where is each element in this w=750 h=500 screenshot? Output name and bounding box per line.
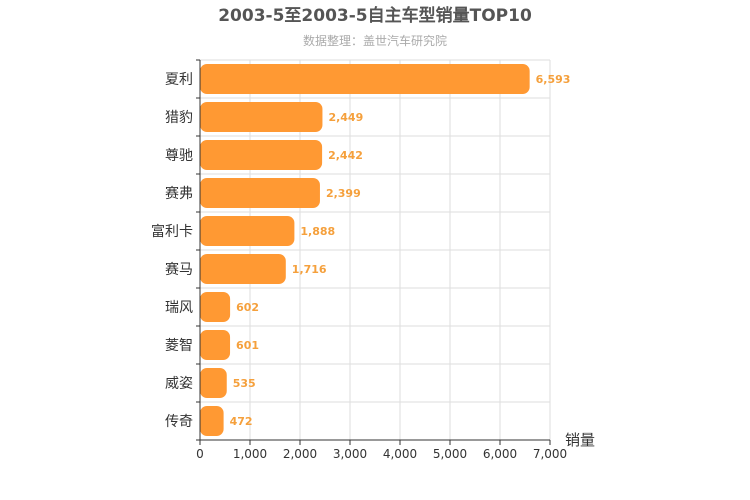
- bar: [200, 140, 323, 170]
- data-label: 602: [236, 301, 259, 314]
- data-label: 2,399: [326, 187, 361, 200]
- y-tick-label: 传奇: [165, 413, 193, 430]
- y-tick-label: 赛弗: [165, 186, 193, 202]
- data-label: 2,442: [328, 149, 363, 162]
- x-tick-label: 7,000: [533, 447, 567, 461]
- bar: [200, 292, 231, 322]
- y-tick-label: 威姿: [165, 376, 193, 392]
- y-tick-label: 菱智: [165, 338, 193, 354]
- data-label: 1,716: [292, 263, 327, 276]
- data-label: 601: [236, 339, 259, 352]
- x-tick-label: 3,000: [333, 447, 367, 461]
- bar: [200, 330, 231, 360]
- data-label: 2,449: [328, 111, 363, 124]
- y-tick-label: 富利卡: [151, 223, 193, 240]
- bar: [200, 64, 530, 94]
- x-tick-label: 6,000: [483, 447, 517, 461]
- bars: 6,593 2,449 2,442 2,399 1,888 1,716 602 601 535 4…: [200, 64, 570, 436]
- x-axis-label: 销量: [565, 431, 595, 449]
- data-label: 6,593: [536, 73, 571, 86]
- y-tick-label: 赛马: [165, 262, 193, 278]
- data-label: 472: [230, 415, 253, 428]
- y-tick-label: 尊驰: [165, 147, 193, 164]
- x-tick-label: 1,000: [233, 447, 267, 461]
- bar: [200, 406, 224, 436]
- chart-title: 2003-5至2003-5自主车型销量TOP10: [218, 5, 532, 26]
- chart-subtitle: 数据整理：盖世汽车研究院: [303, 33, 447, 48]
- bar: [200, 216, 295, 246]
- bar: [200, 178, 320, 208]
- y-tick-label: 夏利: [165, 72, 193, 88]
- data-label: 535: [233, 377, 256, 390]
- x-tick-label: 2,000: [283, 447, 317, 461]
- x-tick-label: 5,000: [433, 447, 467, 461]
- bar: [200, 254, 286, 284]
- y-tick-label: 猎豹: [165, 110, 193, 126]
- x-tick-label: 0: [196, 447, 204, 461]
- y-tick-label: 瑞风: [165, 300, 193, 316]
- bar: [200, 368, 227, 398]
- data-label: 1,888: [300, 225, 335, 238]
- x-tick-label: 4,000: [383, 447, 417, 461]
- bar: [200, 102, 323, 132]
